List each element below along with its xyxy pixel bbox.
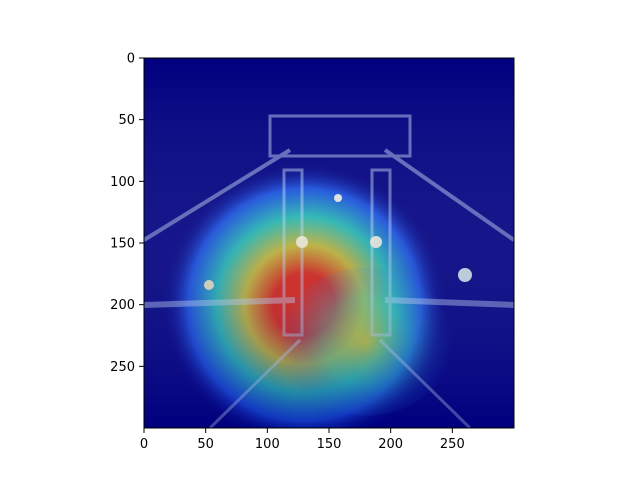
y-tick-label: 100 bbox=[110, 175, 135, 190]
y-tick-label: 150 bbox=[110, 237, 135, 252]
heatmap-plot-area bbox=[144, 58, 514, 428]
x-tick-label: 200 bbox=[378, 437, 403, 452]
x-tick-label: 100 bbox=[255, 437, 280, 452]
x-tick-label: 50 bbox=[197, 437, 214, 452]
x-tick-label: 250 bbox=[440, 437, 465, 452]
y-axis: 0 50 100 150 200 250 bbox=[110, 52, 144, 375]
x-axis: 0 50 100 150 200 250 bbox=[140, 428, 465, 452]
y-tick-label: 0 bbox=[127, 52, 135, 67]
x-tick-label: 0 bbox=[140, 437, 148, 452]
y-tick-label: 250 bbox=[110, 360, 135, 375]
x-tick-label: 150 bbox=[317, 437, 342, 452]
y-tick-label: 50 bbox=[118, 113, 135, 128]
y-tick-label: 200 bbox=[110, 298, 135, 313]
